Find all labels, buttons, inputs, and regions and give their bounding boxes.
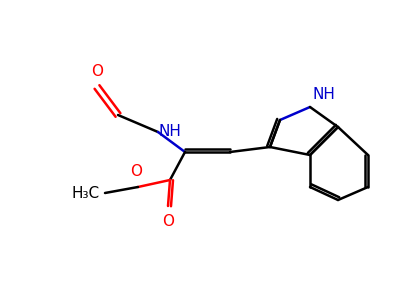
Text: O: O — [162, 214, 174, 229]
Text: NH: NH — [158, 124, 181, 140]
Text: NH: NH — [312, 87, 335, 102]
Text: O: O — [130, 164, 142, 179]
Text: O: O — [91, 64, 103, 79]
Text: H₃C: H₃C — [72, 185, 100, 200]
